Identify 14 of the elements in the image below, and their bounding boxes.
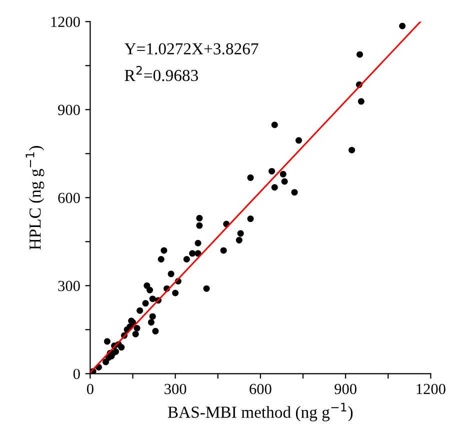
y-tick-label: 1200 [51,16,80,28]
x-tick-label: 1200 [416,384,446,394]
annotation: R$^{2}$=0.9683 [124,66,198,82]
y-tick-label: 900 [58,104,80,116]
x-tick-label: 600 [250,384,272,394]
y-tick-label: 300 [58,280,80,292]
x-axis-title: BAS-MBI method (ng g$^{−1}$) [168,402,353,422]
y-axis-title: HPLC (ng g$^{−1}$) [26,146,44,250]
y-tick-label: 600 [58,192,80,204]
annotation: Y=1.0272X+3.8267 [124,43,258,55]
x-tick-label: 900 [334,384,356,394]
x-tick-label: 300 [164,384,186,394]
y-tick-label: 0 [73,368,80,380]
x-tick-label: 0 [86,384,94,394]
